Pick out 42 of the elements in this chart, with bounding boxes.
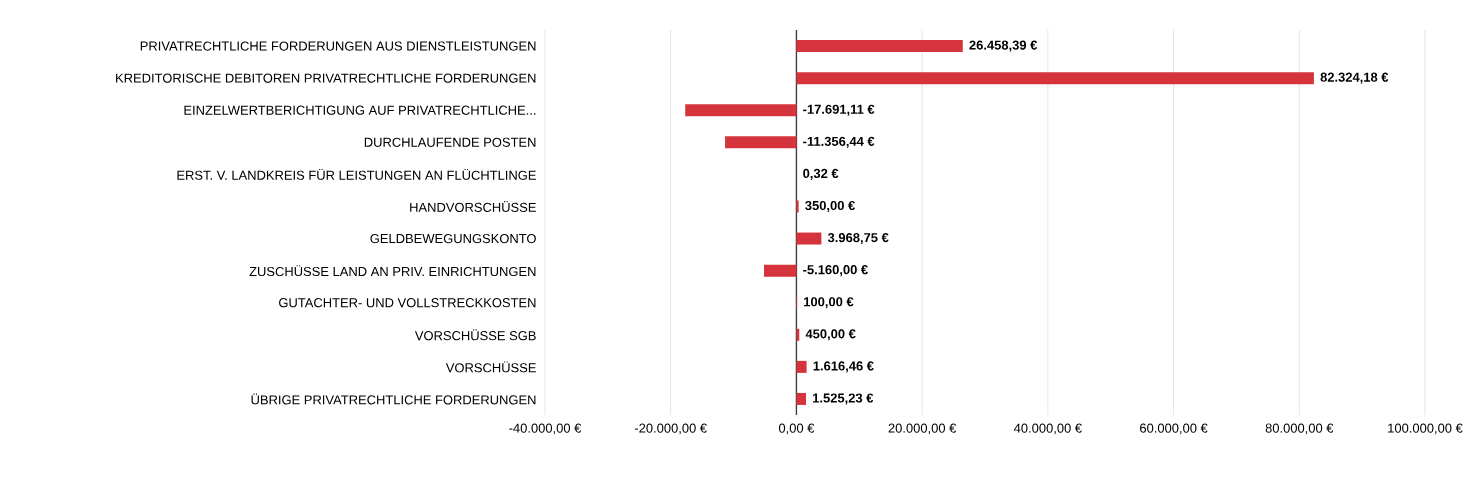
x-tick-label: -20.000,00 € <box>634 423 707 435</box>
bar <box>796 360 807 373</box>
data-label: 0,32 € <box>803 168 839 180</box>
bar <box>796 328 800 341</box>
data-label: 26.458,39 € <box>969 40 1038 52</box>
y-tick-label: GUTACHTER- UND VOLLSTRECKKOSTEN <box>279 298 536 308</box>
y-tick-label: KREDITORISCHE DEBITOREN PRIVATRECHTLICHE FORDERUNGEN <box>116 73 536 83</box>
y-tick-label: VORSCHÜSSE SGB <box>414 329 536 341</box>
x-tick-label: 0,00 € <box>778 423 815 435</box>
data-label: 450,00 € <box>805 329 856 341</box>
y-tick-label: ERST. V. LANDKREIS FÜR LEISTUNGEN AN FLÜCHTLINGE <box>177 168 536 180</box>
x-tick-label: 20.000,00 € <box>888 423 957 435</box>
y-tick-label: PRIVATRECHTLICHE FORDERUNGEN AUS DIENSTLEISTUNGEN <box>140 41 536 51</box>
y-tick-label: DURCHLAUFENDE POSTEN <box>364 137 536 147</box>
y-tick-label: ÜBRIGE PRIVATRECHTLICHE FORDERUNGEN <box>251 393 536 405</box>
data-label: 3.968,75 € <box>827 233 889 245</box>
x-tick-label: -40.000,00 € <box>509 423 582 435</box>
bar <box>796 392 807 405</box>
x-tick-label: 100.000,00 € <box>1388 423 1463 435</box>
bar <box>685 104 797 117</box>
x-tick-label: 40.000,00 € <box>1013 423 1082 435</box>
y-tick-label: GELDBEWEGUNGSKONTO <box>370 233 536 244</box>
x-tick-label: 80.000,00 € <box>1265 423 1334 435</box>
bar <box>764 264 797 277</box>
data-label: -5.160,00 € <box>803 265 868 277</box>
data-label: 1.616,46 € <box>813 361 874 373</box>
bar <box>796 232 822 245</box>
data-label: 100,00 € <box>804 297 854 309</box>
bar <box>725 136 797 149</box>
x-tick-label: 60.000,00 € <box>1140 423 1208 435</box>
data-label: -11.356,44 € <box>803 136 875 148</box>
y-tick-label: VORSCHÜSSE <box>445 361 536 373</box>
data-label: 82.324,18 € <box>1320 72 1389 84</box>
y-tick-label: EINZELWERTBERICHTIGUNG AUF PRIVATRECHTLICHE... <box>184 105 536 115</box>
y-tick-label: HANDVORSCHÜSSE <box>410 200 536 212</box>
data-label: 350,00 € <box>805 200 855 212</box>
data-label: -17.691,11 € <box>803 104 875 116</box>
bar <box>796 40 963 53</box>
data-label: 1.525,23 € <box>813 393 874 405</box>
bar <box>796 200 799 213</box>
y-tick-label: ZUSCHÜSSE LAND AN PRIV. EINRICHTUNGEN <box>249 265 536 277</box>
bar <box>796 72 1314 85</box>
